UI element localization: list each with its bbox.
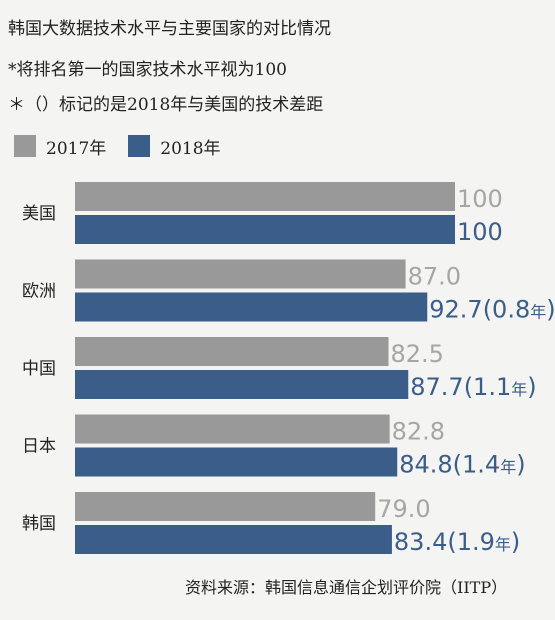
legend-label-2018: 2018年 bbox=[160, 138, 221, 159]
bar-2017 bbox=[75, 259, 406, 289]
bar-2017 bbox=[75, 337, 389, 366]
bar-2018 bbox=[75, 370, 409, 399]
bar-2017 bbox=[75, 182, 455, 211]
value-label-2018: 83.4(1.9年) bbox=[394, 528, 520, 556]
bar-2017 bbox=[75, 414, 390, 444]
bar-2018 bbox=[75, 292, 428, 322]
value-label-2017: 79.0 bbox=[377, 495, 430, 523]
legend-item-2017: 2017年 bbox=[14, 134, 106, 159]
bar-2017 bbox=[75, 492, 376, 521]
legend: 2017年 2018年 bbox=[14, 134, 243, 159]
legend-label-2017: 2017年 bbox=[46, 138, 107, 159]
value-label-2018: 92.7(0.8年) bbox=[429, 296, 555, 324]
legend-swatch-2018 bbox=[128, 135, 151, 157]
category-label: 欧洲 bbox=[22, 282, 56, 302]
category-label: 日本 bbox=[22, 437, 56, 457]
value-label-2017: 100 bbox=[457, 185, 503, 213]
value-label-2018: 87.7(1.1年) bbox=[410, 373, 536, 401]
bar-chart: 美国 100 100 欧洲 87.0 92.7(0.8年) 中国 82.5 87.7(1.1年)… bbox=[22, 182, 555, 556]
note-baseline: *将排名第一的国家技术水平视为100 bbox=[8, 60, 287, 80]
category-label: 美国 bbox=[22, 204, 56, 224]
value-label-2017: 82.5 bbox=[391, 340, 444, 368]
value-label-2018: 84.8(1.4年) bbox=[399, 451, 525, 479]
value-label-2017: 87.0 bbox=[408, 263, 461, 291]
category-label: 中国 bbox=[22, 359, 56, 379]
bar-2018 bbox=[75, 215, 455, 244]
category-label: 韩国 bbox=[22, 514, 56, 534]
source-note: 资料来源：韩国信息通信企划评价院（IITP） bbox=[185, 578, 508, 597]
legend-item-2018: 2018年 bbox=[128, 134, 221, 159]
value-label-2017: 82.8 bbox=[392, 418, 445, 446]
legend-swatch-2017 bbox=[14, 135, 36, 157]
value-label-2018: 100 bbox=[457, 218, 503, 246]
bar-2018 bbox=[75, 525, 392, 554]
note-gap: ＊（）标记的是2018年与美国的技术差距 bbox=[8, 95, 324, 115]
bar-2018 bbox=[75, 447, 398, 477]
chart-title: 韩国大数据技术水平与主要国家的对比情况 bbox=[8, 19, 331, 39]
